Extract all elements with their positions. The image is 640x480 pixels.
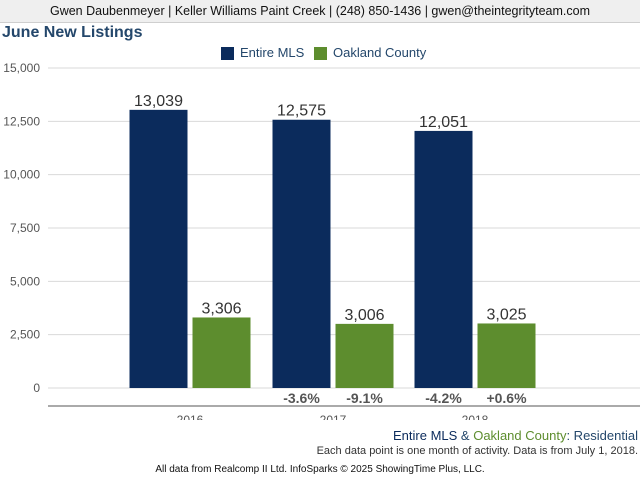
bar <box>335 323 394 388</box>
data-label: 3,025 <box>486 306 526 323</box>
footnote-ampersand: & <box>457 428 474 443</box>
chart-legend: Entire MLS Oakland County <box>0 44 640 62</box>
footnote-suffix: : Residential <box>566 428 638 443</box>
chart-title: June New Listings <box>2 24 143 41</box>
y-tick-label: 12,500 <box>3 114 40 128</box>
bar <box>477 323 536 388</box>
bar <box>414 130 473 389</box>
bar <box>272 119 331 388</box>
change-label: +0.6% <box>486 390 527 406</box>
x-tick-label: 2018 <box>462 413 489 420</box>
y-tick-label: 15,000 <box>3 61 40 75</box>
data-label: 3,006 <box>344 307 384 324</box>
data-credit: All data from Realcomp II Ltd. InfoSpark… <box>155 464 485 475</box>
legend-swatch-entire-mls <box>221 47 234 60</box>
bar <box>192 317 251 388</box>
y-tick-label: 2,500 <box>10 328 40 342</box>
change-label: -9.1% <box>346 390 383 406</box>
y-tick-label: 5,000 <box>10 274 40 288</box>
y-tick-label: 7,500 <box>10 221 40 235</box>
data-label: 3,306 <box>201 300 241 317</box>
change-label: -3.6% <box>283 390 320 406</box>
y-tick-label: 10,000 <box>3 168 40 182</box>
legend-swatch-oakland-county <box>314 47 327 60</box>
agent-header: Gwen Daubenmeyer | Keller Williams Paint… <box>0 0 640 23</box>
x-tick-label: 2017 <box>320 413 347 420</box>
legend-label-oakland-county: Oakland County <box>333 45 427 60</box>
change-label: -4.2% <box>425 390 462 406</box>
data-note: Each data point is one month of activity… <box>316 445 638 457</box>
bar <box>129 109 188 389</box>
series-footnote: Entire MLS & Oakland County: Residential <box>393 428 638 443</box>
data-label: 13,039 <box>134 93 183 110</box>
data-label: 12,051 <box>419 114 468 131</box>
bar-chart: 0 2,500 5,000 7,500 10,000 12,500 15,000 13,039… <box>3 61 640 420</box>
footnote-entire-mls: Entire MLS <box>393 428 458 443</box>
legend-label-entire-mls: Entire MLS <box>240 45 305 60</box>
y-tick-label: 0 <box>33 381 40 395</box>
x-tick-label: 2016 <box>177 413 204 420</box>
data-label: 12,575 <box>277 103 326 120</box>
footnote-oakland-county: Oakland County <box>473 428 567 443</box>
